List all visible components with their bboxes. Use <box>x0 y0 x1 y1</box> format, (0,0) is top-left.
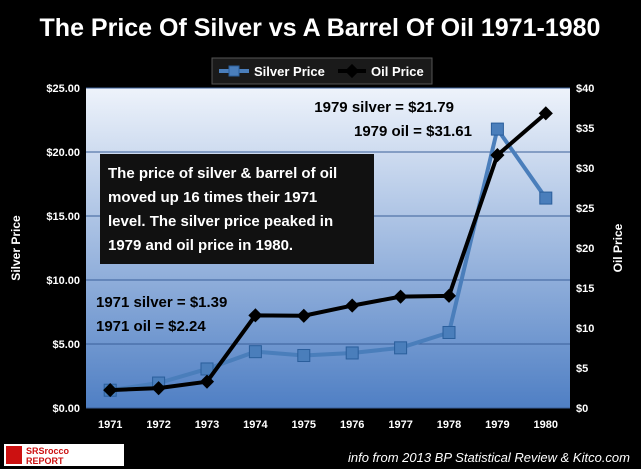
annotation-start-silver: 1971 silver = $1.39 <box>96 294 227 311</box>
silver-point <box>394 341 408 355</box>
right-tick-label: $10 <box>576 323 594 335</box>
left-tick-label: $5.00 <box>52 339 80 351</box>
right-tick-label: $35 <box>576 123 594 135</box>
legend: Silver Price Oil Price <box>211 57 433 85</box>
silver-point <box>490 122 504 136</box>
legend-oil-marker <box>344 63 360 79</box>
legend-silver-label: Silver Price <box>254 64 325 79</box>
logo-top-text: SRSrocco <box>26 446 70 456</box>
oil-point <box>248 308 263 323</box>
callout-line-1: The price of silver & barrel of oil <box>108 165 337 182</box>
silver-point <box>442 325 456 339</box>
left-tick-label: $20.00 <box>46 147 80 159</box>
x-tick-label: 1977 <box>388 419 412 431</box>
source-note: info from 2013 BP Statistical Review & K… <box>348 450 630 465</box>
oil-point <box>199 374 215 389</box>
chart-title: The Price Of Silver vs A Barrel Of Oil 1… <box>40 14 601 42</box>
x-tick-label: 1972 <box>146 419 170 431</box>
annotation-start-oil: 1971 oil = $2.24 <box>96 318 206 335</box>
left-axis-label: Silver Price <box>9 215 23 281</box>
oil-point <box>103 383 118 398</box>
callout-box: The price of silver & barrel of oil move… <box>100 154 374 264</box>
oil-point <box>345 298 360 313</box>
silver-point <box>297 349 311 363</box>
annotation-peak-oil: 1979 oil = $31.61 <box>354 123 472 140</box>
x-tick-label: 1980 <box>534 419 558 431</box>
left-axis-ticks: $0.00 $5.00 $10.00 $15.00 $20.00 $25.00 <box>46 83 80 415</box>
annotation-peak-silver: 1979 silver = $21.79 <box>314 99 454 116</box>
oil-point <box>538 106 553 121</box>
right-tick-label: $20 <box>576 243 594 255</box>
right-axis-label: Oil Price <box>611 223 625 272</box>
left-tick-label: $10.00 <box>46 275 80 287</box>
oil-point <box>296 308 311 323</box>
x-tick-label: 1978 <box>437 419 461 431</box>
oil-point <box>441 288 457 303</box>
right-tick-label: $40 <box>576 83 594 95</box>
right-tick-label: $5 <box>576 363 588 375</box>
oil-point <box>393 289 408 304</box>
logo-bottom-text: REPORT <box>26 456 64 466</box>
right-tick-label: $30 <box>576 163 594 175</box>
right-tick-label: $15 <box>576 283 594 295</box>
logo-mark <box>6 446 22 464</box>
right-tick-label: $25 <box>576 203 594 215</box>
x-tick-label: 1973 <box>195 419 219 431</box>
oil-point <box>490 148 505 163</box>
callout-line-3: level. The silver price peaked in <box>108 213 333 230</box>
oil-price-line <box>110 111 548 393</box>
legend-silver-marker <box>228 65 240 77</box>
left-tick-label: $15.00 <box>46 211 80 223</box>
left-tick-label: $0.00 <box>52 403 80 415</box>
gridlines <box>86 87 570 409</box>
series-oil <box>103 106 553 398</box>
silver-point <box>248 345 262 359</box>
x-tick-label: 1979 <box>485 419 509 431</box>
callout-box-bg <box>100 154 374 264</box>
srsrocco-logo: SRSrocco REPORT <box>4 444 124 466</box>
callout-line-2: moved up 16 times their 1971 <box>108 189 317 206</box>
x-tick-label: 1974 <box>243 419 268 431</box>
logo-bg <box>4 444 124 466</box>
x-tick-label: 1971 <box>98 419 122 431</box>
left-tick-label: $25.00 <box>46 83 80 95</box>
x-tick-label: 1976 <box>340 419 364 431</box>
callout-line-4: 1979 and oil price in 1980. <box>108 237 293 254</box>
x-tick-label: 1975 <box>292 419 316 431</box>
right-tick-label: $0 <box>576 403 588 415</box>
x-axis-ticks: 1971 1972 1973 1974 1975 1976 1977 1978 1979 1980 <box>98 419 558 431</box>
right-axis-ticks: $0 $5 $10 $15 $20 $25 $30 $35 $40 <box>576 83 594 415</box>
legend-oil-label: Oil Price <box>371 64 424 79</box>
silver-point <box>345 346 359 360</box>
silver-point <box>539 191 553 205</box>
oil-point <box>151 381 166 396</box>
